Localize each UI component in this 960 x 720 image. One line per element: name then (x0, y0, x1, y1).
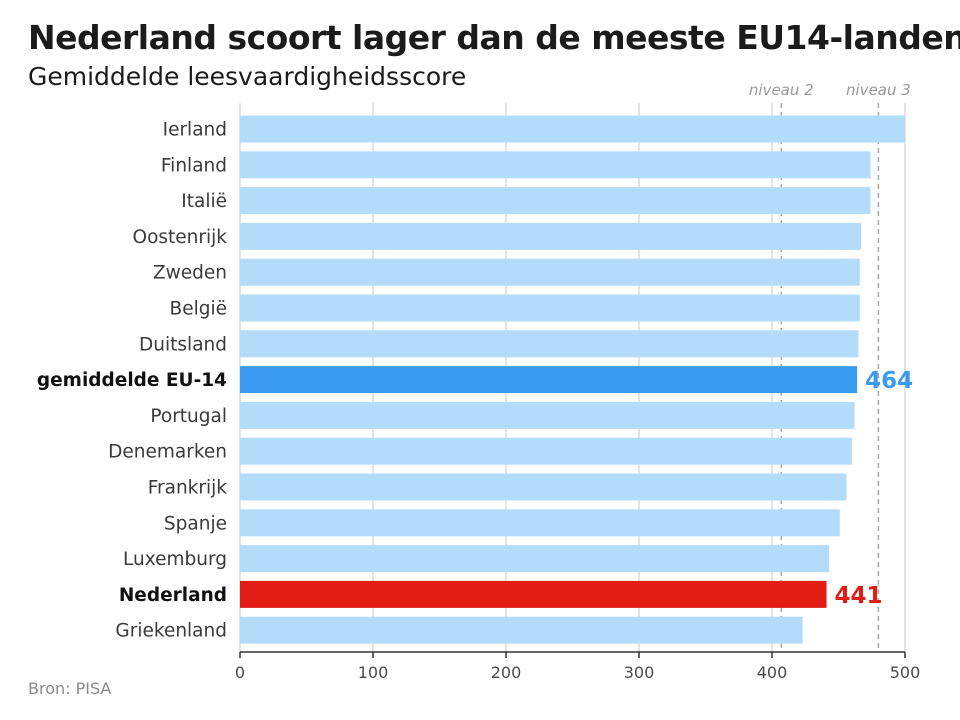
category-label: Ierland (163, 120, 227, 141)
chart-subtitle: Gemiddelde leesvaardigheidsscore (28, 62, 467, 91)
bar (240, 401, 855, 429)
category-label: België (170, 299, 227, 320)
x-tick-label: 300 (624, 663, 655, 682)
bar (240, 616, 803, 644)
x-tick-label: 0 (235, 663, 245, 682)
bar (240, 580, 827, 608)
category-label: Luxemburg (123, 549, 227, 570)
category-label: Finland (161, 155, 227, 176)
category-label: Nederland (119, 585, 227, 606)
source-note: Bron: PISA (28, 679, 112, 698)
bar (240, 187, 871, 215)
bar (240, 151, 871, 179)
reference-label: niveau 2 (749, 81, 814, 99)
bar (240, 437, 852, 465)
bar (240, 509, 840, 537)
bar (240, 222, 862, 250)
bar (240, 258, 860, 286)
data-label: 464 (865, 368, 913, 394)
category-label: Zweden (153, 263, 227, 284)
bar (240, 545, 830, 573)
category-label: Spanje (164, 513, 227, 534)
chart-title: Nederland scoort lager dan de meeste EU1… (28, 18, 960, 57)
category-label: Frankrijk (148, 478, 228, 499)
x-tick-label: 400 (757, 663, 788, 682)
category-label: Italië (181, 191, 227, 212)
bar (240, 473, 847, 501)
category-label: Griekenland (115, 621, 227, 642)
x-tick-label: 100 (358, 663, 389, 682)
data-label: 441 (835, 583, 883, 609)
x-tick-label: 200 (491, 663, 522, 682)
bar (240, 115, 905, 143)
bar (240, 294, 860, 322)
category-label: Denemarken (108, 442, 227, 463)
category-label: Portugal (150, 406, 227, 427)
reference-label: niveau 3 (846, 81, 911, 99)
category-label: Duitsland (139, 334, 227, 355)
bar (240, 366, 858, 394)
category-label: gemiddelde EU-14 (37, 370, 227, 391)
bar (240, 330, 859, 358)
x-tick-label: 500 (890, 663, 921, 682)
category-label: Oostenrijk (133, 227, 228, 248)
